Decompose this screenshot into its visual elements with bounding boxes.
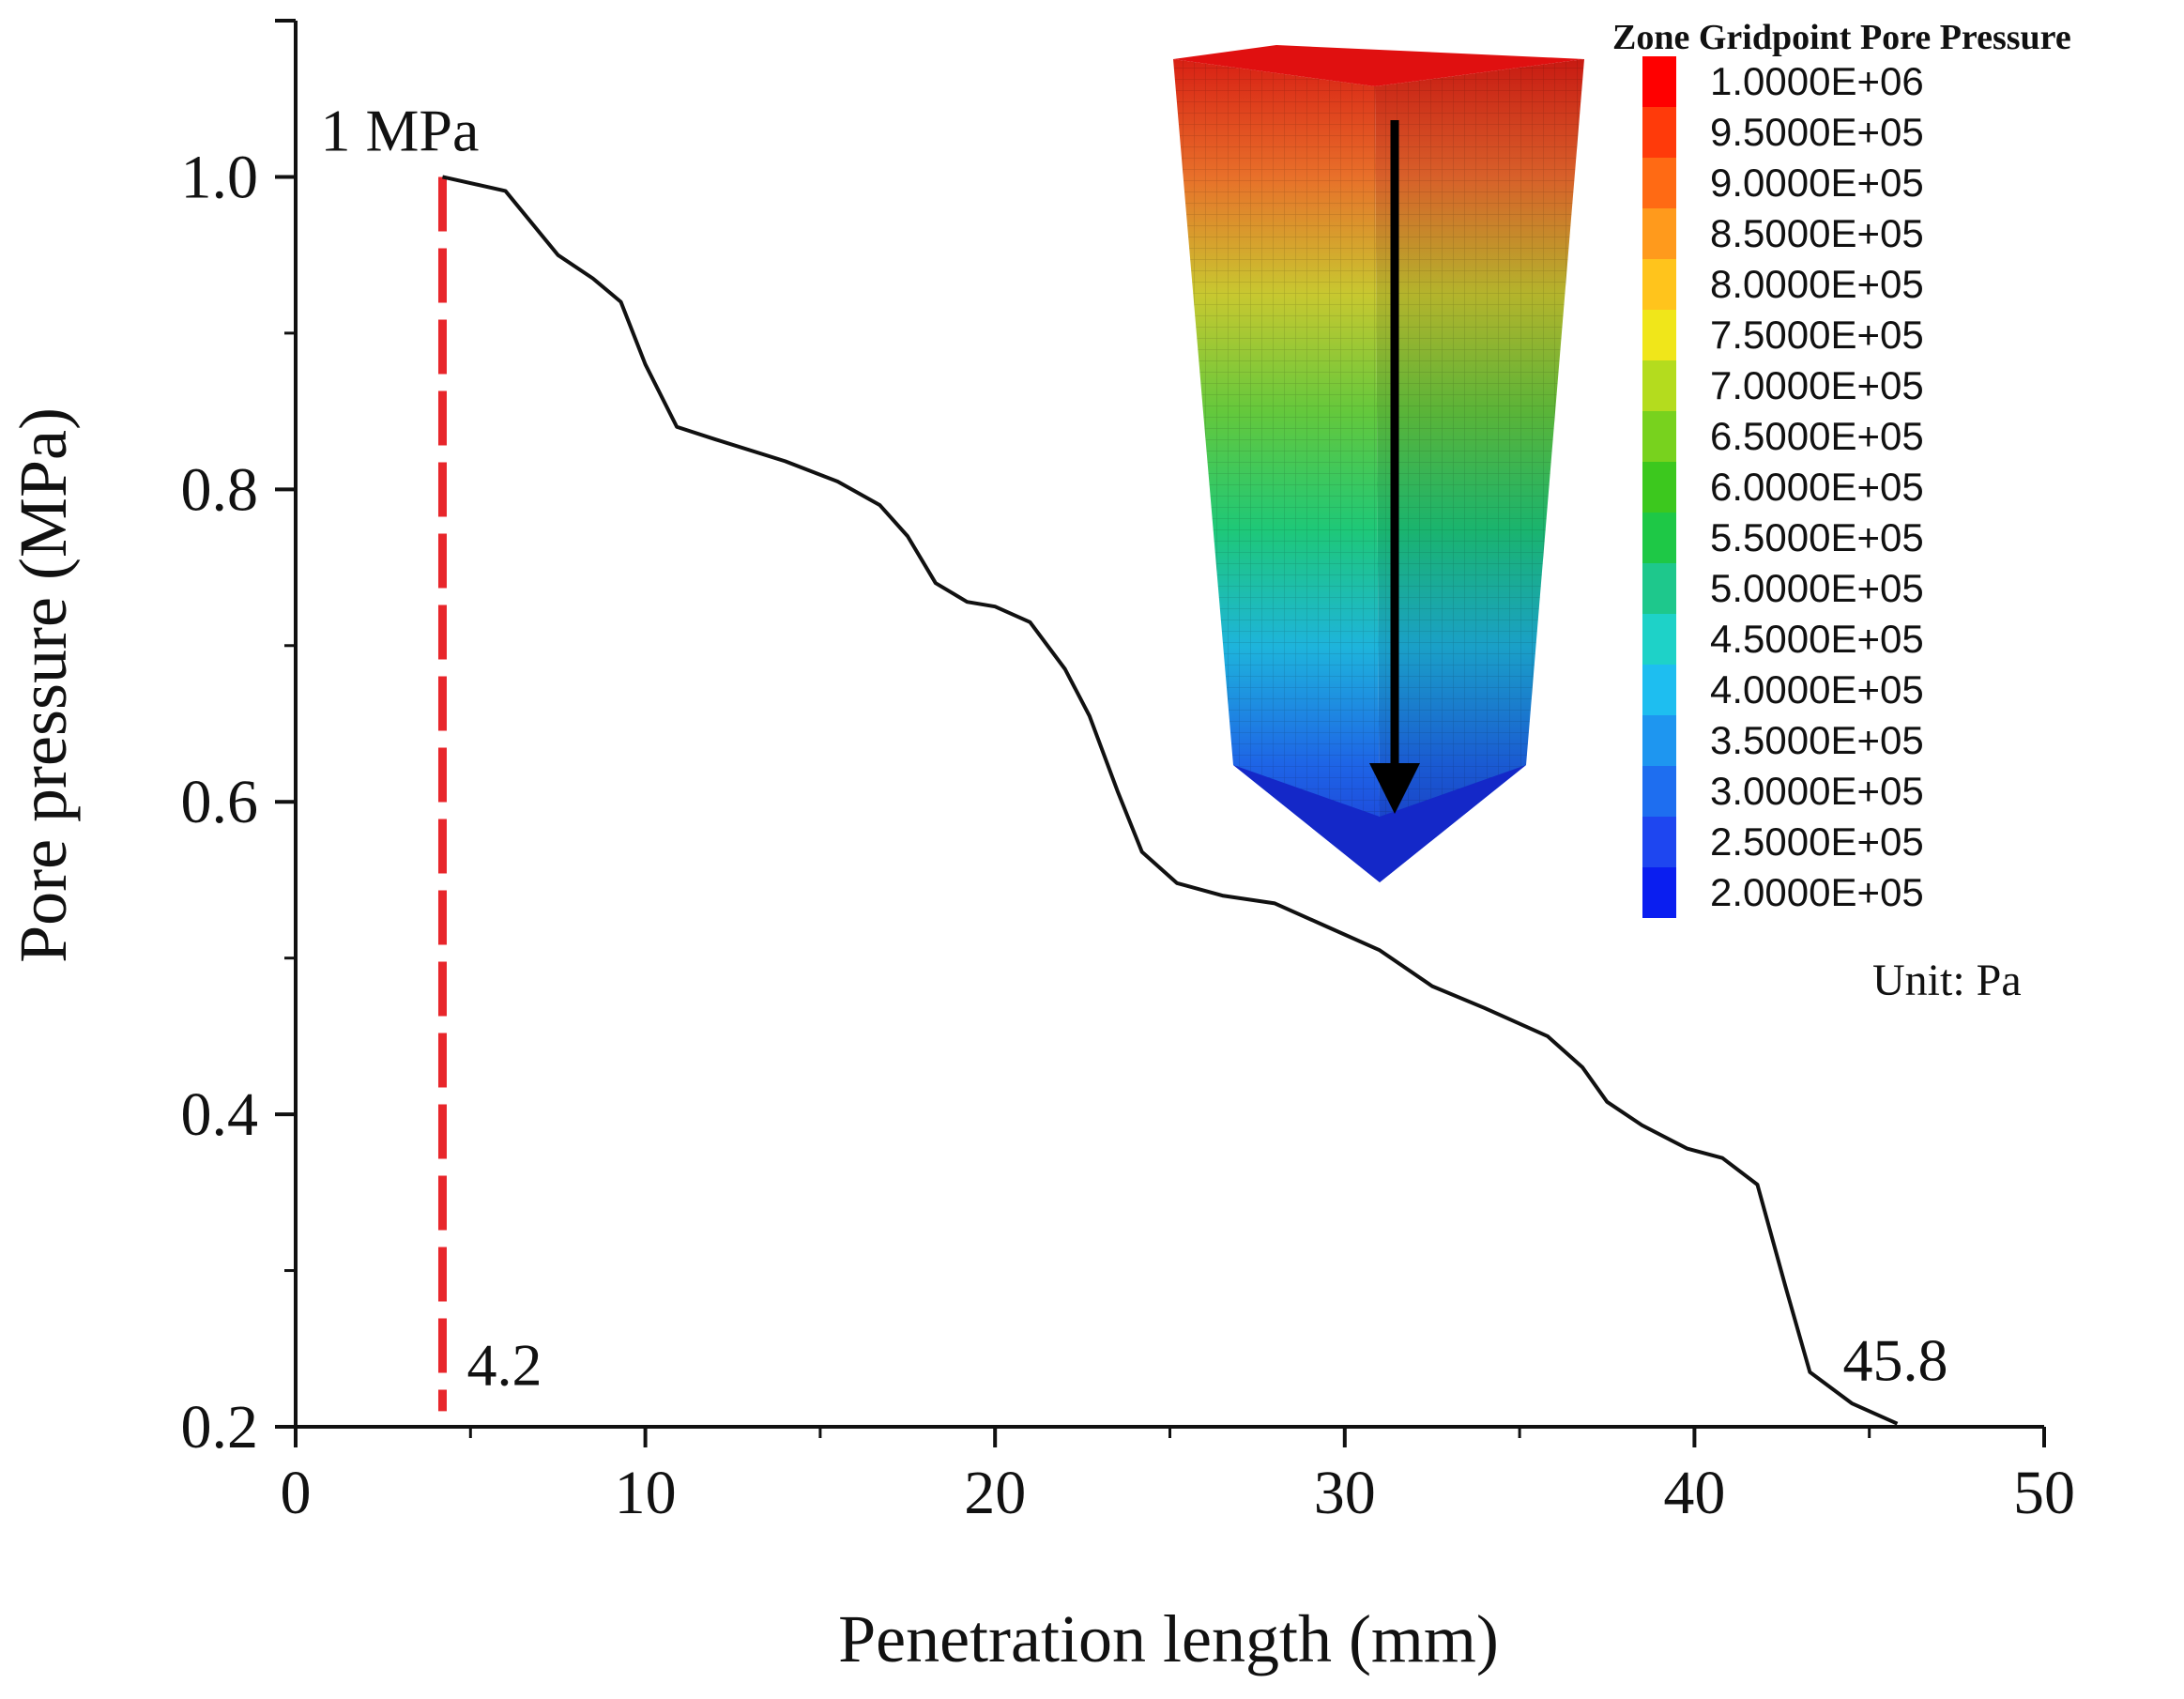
legend-label-15: 2.5000E+05 [1710, 819, 1924, 864]
unit-label: Unit: Pa [1872, 956, 2022, 1005]
contour-inset: Zone Gridpoint Pore Pressure 1.0000E+06 9… [1173, 18, 2071, 1005]
column-left-face-mesh [1173, 59, 1380, 882]
legend-swatch-10 [1642, 563, 1676, 614]
legend-swatch-13 [1642, 715, 1676, 766]
x-tick-label-10: 10 [615, 1459, 677, 1527]
series-points [442, 176, 1898, 1424]
x-axis-title: Penetration length (mm) [838, 1601, 1499, 1676]
legend-swatch-2 [1642, 158, 1676, 208]
legend-label-11: 4.5000E+05 [1710, 617, 1924, 661]
axes: 0 10 20 30 40 50 0.2 0.4 0.6 0.8 1.0 [181, 19, 2075, 1527]
legend-swatch-14 [1642, 766, 1676, 817]
annotation-4-2: 4.2 [466, 1331, 542, 1398]
column-bottom-face [1233, 765, 1526, 882]
legend-swatch-16 [1642, 867, 1676, 918]
legend-label-2: 9.0000E+05 [1710, 161, 1924, 205]
legend-swatch-1 [1642, 107, 1676, 158]
legend-swatch-15 [1642, 817, 1676, 867]
legend-title: Zone Gridpoint Pore Pressure [1612, 18, 2071, 57]
y-tick-label-1: 1.0 [181, 143, 259, 211]
contour-legend: 1.0000E+06 9.5000E+05 9.0000E+05 8.5000E+05… [1642, 56, 1924, 918]
legend-label-7: 6.5000E+05 [1710, 414, 1924, 458]
legend-swatch-7 [1642, 411, 1676, 462]
legend-swatch-8 [1642, 462, 1676, 513]
legend-label-12: 4.0000E+05 [1710, 667, 1924, 712]
legend-label-3: 8.5000E+05 [1710, 211, 1924, 255]
pore-pressure-series-line [442, 175, 1899, 1426]
x-tick-label-40: 40 [1663, 1459, 1725, 1527]
annotation-1-mpa: 1 MPa [320, 97, 479, 163]
legend-swatch-12 [1642, 665, 1676, 715]
legend-label-1: 9.5000E+05 [1710, 110, 1924, 154]
y-tick-label-0.8: 0.8 [181, 455, 259, 524]
legend-swatch-3 [1642, 208, 1676, 259]
legend-label-8: 6.0000E+05 [1710, 465, 1924, 509]
x-tick-label-50: 50 [2013, 1459, 2075, 1527]
annotation-45-8: 45.8 [1843, 1327, 1948, 1394]
y-tick-label-0.2: 0.2 [181, 1393, 259, 1462]
legend-label-0: 1.0000E+06 [1710, 59, 1924, 103]
y-tick-label-0.6: 0.6 [181, 768, 259, 836]
legend-swatch-0 [1642, 56, 1676, 107]
legend-label-14: 3.0000E+05 [1710, 769, 1924, 813]
x-tick-label-0: 0 [281, 1459, 312, 1527]
legend-label-9: 5.5000E+05 [1710, 515, 1924, 559]
y-tick-label-0.4: 0.4 [181, 1080, 259, 1149]
y-axis-title: Pore pressure (MPa) [6, 407, 81, 963]
legend-swatch-11 [1642, 614, 1676, 665]
legend-swatch-4 [1642, 259, 1676, 310]
x-ticks: 0 10 20 30 40 50 [281, 1427, 2075, 1527]
x-tick-label-30: 30 [1314, 1459, 1376, 1527]
legend-label-6: 7.0000E+05 [1710, 363, 1924, 407]
legend-label-16: 2.0000E+05 [1710, 870, 1924, 914]
x-tick-label-20: 20 [964, 1459, 1026, 1527]
legend-swatch-6 [1642, 360, 1676, 411]
y-ticks: 0.2 0.4 0.6 0.8 1.0 [181, 19, 296, 1462]
legend-label-13: 3.5000E+05 [1710, 718, 1924, 762]
legend-label-10: 5.0000E+05 [1710, 566, 1924, 610]
column-top-face [1173, 45, 1584, 86]
column-right-face-mesh [1375, 59, 1584, 882]
legend-label-4: 8.0000E+05 [1710, 262, 1924, 306]
legend-swatch-5 [1642, 310, 1676, 360]
legend-label-5: 7.5000E+05 [1710, 313, 1924, 357]
legend-swatch-9 [1642, 513, 1676, 563]
